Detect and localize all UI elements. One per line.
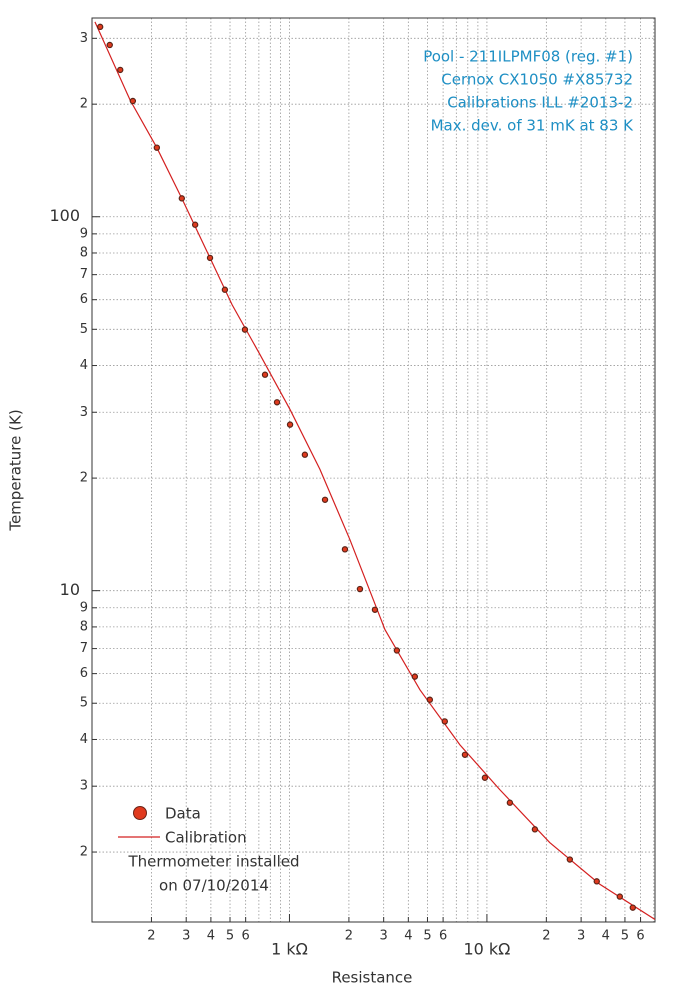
y-tick-label: 10 [60, 580, 80, 599]
x-tick-label: 6 [439, 929, 447, 944]
data-point [616, 893, 624, 900]
data-point [206, 254, 214, 262]
x-tick-label: 5 [423, 929, 431, 944]
annotation: Cernox CX1050 #X85732 [441, 71, 633, 89]
data-point [241, 326, 249, 333]
x-tick-label: 5 [621, 929, 629, 944]
y-tick-label: 5 [80, 696, 88, 711]
data-point [261, 371, 269, 378]
data-point [321, 496, 329, 503]
data-point [629, 904, 636, 911]
y-tick-label: 100 [49, 206, 80, 225]
x-tick-label: 4 [207, 929, 215, 944]
legend-note: Thermometer installed [127, 853, 299, 871]
x-tick-label: 2 [345, 929, 353, 944]
data-point [153, 144, 161, 151]
data-point [393, 647, 401, 654]
x-tick-label: 4 [404, 929, 412, 944]
y-tick-label: 5 [80, 322, 88, 337]
x-tick-label: 4 [602, 929, 610, 944]
data-point [426, 696, 434, 703]
data-point [371, 606, 379, 613]
y-tick-label: 9 [80, 600, 88, 615]
y-axis-label: Temperature (K) [7, 409, 25, 531]
annotation: Max. dev. of 31 mK at 83 K [431, 117, 635, 135]
x-tick-label: 3 [182, 929, 190, 944]
data-point [356, 585, 364, 593]
data-point [461, 751, 469, 758]
legend-label: Calibration [165, 829, 247, 847]
data-point [117, 66, 124, 74]
x-tick-label: 3 [577, 929, 585, 944]
plot-frame [91, 17, 656, 923]
y-tick-label: 7 [80, 641, 88, 656]
data-point [191, 221, 199, 228]
annotation: Pool - 211ILPMF08 (reg. #1) [423, 48, 633, 66]
data-point [106, 41, 113, 49]
x-tick-label: 1 kΩ [271, 940, 308, 959]
x-tick-label: 5 [226, 929, 234, 944]
annotation: Calibrations ILL #2013-2 [447, 94, 633, 112]
x-tick-label: 10 kΩ [463, 940, 510, 959]
data-point [411, 673, 419, 680]
x-tick-label: 3 [380, 929, 388, 944]
data-point [129, 97, 137, 105]
data-point [178, 195, 186, 202]
y-tick-label: 8 [80, 245, 88, 260]
data-point [341, 546, 349, 553]
data-point [481, 774, 489, 781]
y-tick-label: 3 [80, 405, 88, 420]
x-tick-label: 6 [636, 929, 644, 944]
legend-label: Data [165, 805, 201, 823]
data-point [441, 718, 449, 725]
y-tick-label: 4 [80, 732, 88, 747]
y-tick-label: 3 [80, 779, 88, 794]
data-point [531, 826, 539, 833]
y-tick-label: 2 [80, 845, 88, 860]
legend-note: on 07/10/2014 [159, 877, 269, 895]
data-point [566, 856, 574, 863]
y-tick-label: 7 [80, 267, 88, 282]
x-tick-label: 6 [242, 929, 250, 944]
data-point [301, 451, 309, 458]
y-tick-label: 2 [80, 471, 88, 486]
legend-marker [133, 806, 147, 820]
x-axis-label: Resistance [332, 969, 413, 987]
y-tick-label: 4 [80, 358, 88, 373]
data-point [96, 23, 104, 31]
x-tick-label: 2 [147, 929, 155, 944]
y-tick-label: 2 [80, 97, 88, 112]
x-tick-label: 2 [542, 929, 550, 944]
y-tick-label: 6 [80, 292, 88, 307]
data-point [286, 421, 294, 428]
y-tick-label: 8 [80, 619, 88, 634]
y-tick-label: 6 [80, 666, 88, 681]
data-point [593, 878, 600, 885]
data-point [221, 286, 229, 293]
y-tick-label: 3 [80, 31, 88, 46]
calibration-line [94, 21, 656, 921]
y-tick-label: 9 [80, 226, 88, 241]
data-point [273, 399, 281, 406]
data-point [506, 799, 514, 806]
